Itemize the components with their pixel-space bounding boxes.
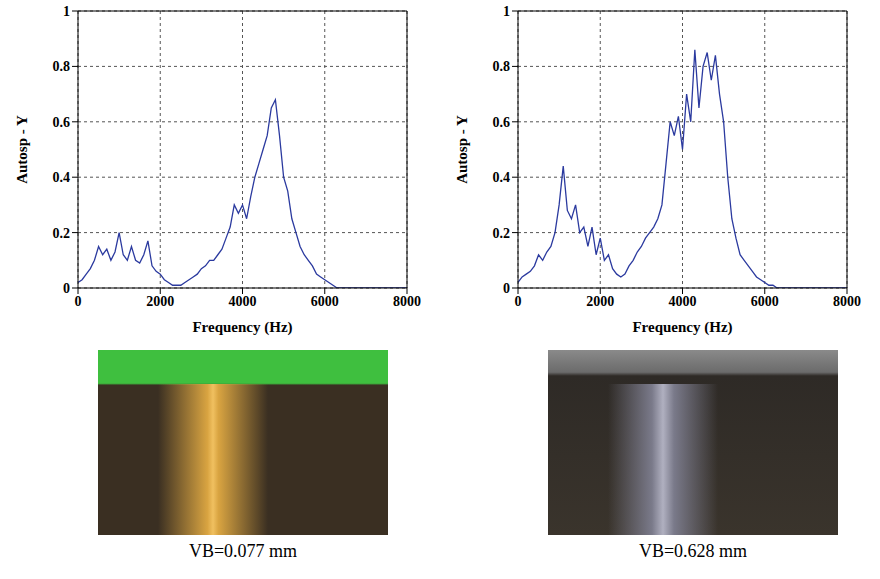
svg-text:6000: 6000 xyxy=(311,294,339,309)
svg-text:1: 1 xyxy=(63,4,70,19)
svg-text:2000: 2000 xyxy=(146,294,174,309)
svg-text:Frequency (Hz): Frequency (Hz) xyxy=(632,319,732,336)
svg-text:0: 0 xyxy=(63,281,70,296)
svg-text:4000: 4000 xyxy=(669,294,697,309)
svg-text:0.2: 0.2 xyxy=(53,226,71,241)
svg-text:Autosp - Y: Autosp - Y xyxy=(454,115,470,184)
svg-text:8000: 8000 xyxy=(393,294,421,309)
svg-text:8000: 8000 xyxy=(833,294,861,309)
svg-text:0: 0 xyxy=(503,281,510,296)
svg-text:6000: 6000 xyxy=(751,294,779,309)
svg-text:0.6: 0.6 xyxy=(53,115,71,130)
svg-text:Frequency (Hz): Frequency (Hz) xyxy=(192,319,292,336)
svg-text:0: 0 xyxy=(75,294,82,309)
svg-text:0.2: 0.2 xyxy=(493,226,511,241)
html-text:VB=0.628 mm: VB=0.628 mm xyxy=(638,541,748,561)
svg-text:Autosp - Y: Autosp - Y xyxy=(14,115,30,184)
svg-text:0.4: 0.4 xyxy=(53,170,71,185)
svg-text:1: 1 xyxy=(503,4,510,19)
svg-text:2000: 2000 xyxy=(586,294,614,309)
svg-text:0: 0 xyxy=(515,294,522,309)
svg-text:4000: 4000 xyxy=(229,294,257,309)
svg-text:0.4: 0.4 xyxy=(493,170,511,185)
svg-text:0.8: 0.8 xyxy=(493,59,511,74)
svg-text:0.8: 0.8 xyxy=(53,59,71,74)
html-text:VB=0.077 mm: VB=0.077 mm xyxy=(188,541,298,561)
svg-text:0.6: 0.6 xyxy=(493,115,511,130)
